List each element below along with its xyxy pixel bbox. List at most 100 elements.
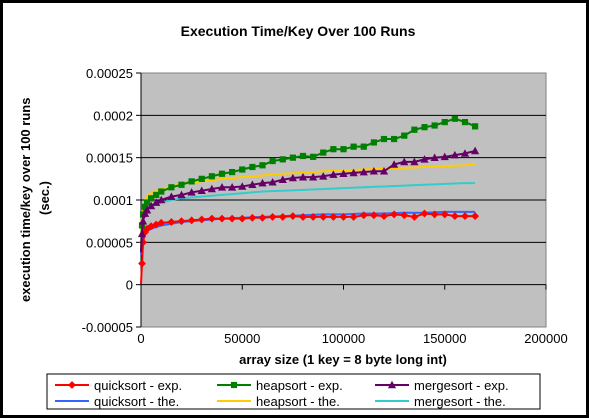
y-tick-label: -0.00005	[82, 320, 133, 335]
legend-box	[46, 373, 541, 410]
data-point	[309, 213, 318, 221]
data-point	[360, 143, 367, 150]
data-point	[228, 214, 237, 223]
x-tick-labels: 0 50000 100000 150000 200000	[137, 331, 567, 346]
data-point	[420, 155, 429, 163]
y-tick-label: 0.00025	[86, 66, 133, 81]
data-point	[142, 205, 152, 214]
data-point	[299, 213, 307, 221]
data-point	[339, 213, 348, 221]
data-point	[279, 156, 286, 163]
legend-marker	[230, 381, 238, 389]
data-point	[229, 168, 236, 176]
legend-item: mergesort - the.	[375, 394, 506, 409]
data-point	[148, 195, 155, 202]
y-tick-label: 0.00005	[86, 235, 133, 250]
data-point	[248, 213, 257, 222]
x-tick-label: 50000	[224, 331, 260, 346]
data-point	[319, 172, 328, 180]
gridlines	[141, 114, 546, 243]
data-point	[269, 157, 276, 165]
series-quicksort-exp-	[138, 209, 480, 284]
data-point	[268, 213, 277, 221]
data-point	[268, 177, 277, 186]
y-tick-labels: 0.00025 0.0002 0.00015 0.0001 0.00005 0 -0.000…	[82, 66, 133, 335]
data-point	[461, 212, 469, 221]
series-line	[140, 163, 476, 234]
data-point	[153, 191, 160, 199]
data-point	[278, 213, 287, 221]
data-point	[258, 213, 267, 222]
data-point	[430, 153, 439, 161]
data-point	[440, 210, 449, 219]
legend-label: quicksort - exp.	[94, 378, 182, 393]
y-tick-label: 0.0001	[93, 193, 133, 208]
y-axis-label-line-1: execution time/key over 100 runs	[18, 98, 33, 302]
data-point	[400, 211, 409, 220]
legend-item: mergesort - exp.	[375, 378, 509, 393]
data-point	[391, 135, 398, 143]
data-point	[320, 149, 327, 156]
data-point	[471, 212, 480, 221]
data-point	[288, 173, 297, 182]
data-point	[187, 188, 196, 196]
y-axis-label: execution time/key over 100 runs (sec.)	[18, 94, 52, 302]
series-mergesort-exp-	[137, 146, 480, 253]
data-point	[340, 146, 347, 153]
data-point	[359, 167, 368, 176]
data-point	[349, 168, 358, 177]
data-point	[431, 122, 438, 129]
data-point	[228, 183, 237, 191]
y-tick-label: 0.0002	[93, 108, 133, 123]
data-point	[138, 216, 148, 225]
data-point	[207, 214, 216, 223]
data-point	[218, 214, 226, 223]
data-point	[400, 157, 409, 166]
series-layer	[137, 115, 480, 284]
legend-label: heapsort - the.	[256, 394, 340, 409]
data-point	[218, 170, 226, 177]
legend-label: mergesort - the.	[414, 394, 506, 409]
x-tick-label: 100000	[322, 331, 365, 346]
legend-label: mergesort - exp.	[414, 378, 509, 393]
data-point	[369, 211, 378, 220]
data-point	[350, 143, 357, 150]
data-point	[370, 139, 377, 146]
data-point	[167, 218, 176, 226]
data-point	[380, 212, 388, 221]
data-point	[143, 199, 151, 206]
data-point	[298, 172, 308, 181]
data-point	[440, 152, 449, 161]
y-tick-label: 0.00015	[86, 151, 133, 166]
data-point	[138, 259, 146, 268]
data-point	[178, 181, 185, 188]
data-point	[299, 152, 307, 160]
data-point	[239, 166, 246, 173]
data-point	[207, 184, 216, 193]
data-point	[401, 132, 408, 139]
data-point	[420, 209, 429, 218]
data-point	[238, 214, 247, 223]
data-point	[379, 166, 389, 175]
data-point	[197, 186, 206, 194]
data-point	[217, 183, 227, 191]
data-point	[177, 217, 186, 226]
data-point	[310, 153, 317, 160]
legend-item: quicksort - the.	[55, 394, 179, 409]
y-tick-label: 0	[126, 278, 133, 293]
data-point	[380, 135, 388, 143]
x-tick-label: 0	[137, 331, 144, 346]
data-point	[410, 157, 419, 166]
data-point	[471, 146, 480, 155]
data-point	[157, 195, 166, 204]
data-point	[198, 175, 205, 182]
data-point	[421, 124, 428, 131]
series-heapsort-exp-	[138, 115, 479, 251]
data-point	[309, 172, 318, 181]
data-point	[319, 213, 328, 221]
data-point	[249, 163, 256, 171]
data-point	[288, 212, 297, 221]
data-point	[411, 126, 418, 133]
legend-item: quicksort - exp.	[55, 378, 182, 393]
data-point	[238, 182, 247, 190]
